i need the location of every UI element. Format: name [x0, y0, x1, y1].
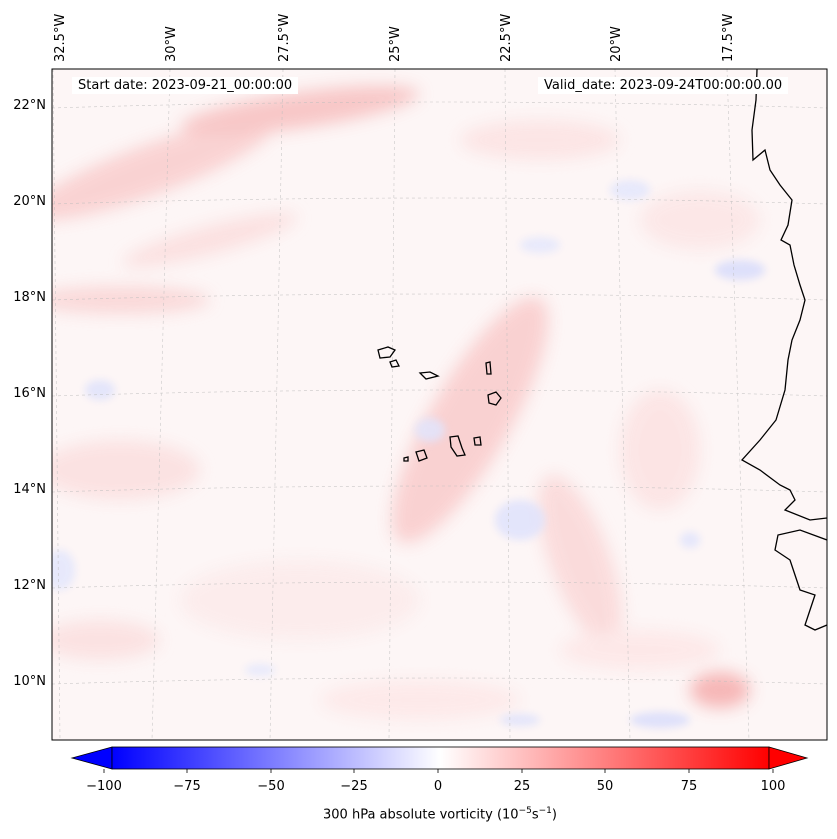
lat-label-20N: 20°N — [13, 194, 46, 209]
cape-verde-maio — [473, 436, 482, 446]
colorbar-tick-label: −75 — [173, 779, 201, 794]
cape-verde-sal — [485, 361, 492, 375]
lat-label-14N: 14°N — [13, 482, 46, 497]
cape-verde-boa-vista — [487, 391, 502, 406]
lat-label-22N: 22°N — [13, 98, 46, 113]
colorbar-title-prefix: 300 hPa absolute vorticity (10 — [323, 807, 519, 823]
colorbar-tick-label: 50 — [596, 779, 614, 794]
vorticity-field — [52, 69, 827, 740]
colorbar-tick-label: 0 — [433, 779, 443, 794]
lon-label-20W: 20°W — [609, 26, 624, 62]
colorbar-title: 300 hPa absolute vorticity (10−5s−1) — [323, 806, 557, 822]
lon-label-22.5W: 22.5°W — [499, 13, 514, 62]
colorbar — [70, 746, 809, 773]
senegal-gambia-coastline — [774, 529, 827, 631]
lat-label-18N: 18°N — [13, 290, 46, 305]
lon-label-25W: 25°W — [388, 26, 403, 62]
coastlines — [377, 69, 827, 631]
lon-label-17.5W: 17.5°W — [721, 13, 736, 62]
map-frame — [51, 68, 828, 741]
lat-label-16N: 16°N — [13, 386, 46, 401]
cape-verde-santo-antao — [377, 346, 396, 359]
cape-verde-sao-vicente — [389, 359, 400, 368]
valid-date-label: Valid_date: 2023-09-24T00:00:00.00 — [538, 77, 789, 94]
colorbar-gradient — [111, 746, 770, 770]
lon-label-30W: 30°W — [164, 26, 179, 62]
africa-coastline — [740, 69, 827, 521]
lon-label-32.5W: 32.5°W — [53, 13, 68, 62]
cape-verde-brava — [403, 456, 409, 462]
colorbar-extend-min — [70, 746, 113, 770]
colorbar-ticks — [103, 769, 774, 773]
colorbar-title-exp2: −1 — [538, 806, 552, 816]
colorbar-tick-label: 100 — [760, 779, 786, 794]
colorbar-extend-max — [768, 746, 809, 770]
colorbar-title-suffix: ) — [551, 807, 557, 823]
lat-label-12N: 12°N — [13, 578, 46, 593]
cape-verde-sao-nicolau — [418, 371, 440, 380]
colorbar-tick-label: 75 — [680, 779, 698, 794]
lon-label-27.5W: 27.5°W — [277, 13, 292, 62]
colorbar-tick-label: −50 — [257, 779, 285, 794]
colorbar-tick-label: −25 — [340, 779, 368, 794]
start-date-label: Start date: 2023-09-21_00:00:00 — [72, 77, 299, 94]
colorbar-title-mid: s — [531, 807, 539, 823]
colorbar-tick-label: −100 — [86, 779, 122, 794]
colorbar-tick-label: 25 — [513, 779, 531, 794]
cape-verde-santiago — [449, 435, 466, 457]
colorbar-title-exp1: −5 — [518, 806, 532, 816]
lat-label-10N: 10°N — [13, 674, 46, 689]
cape-verde-fogo — [415, 449, 428, 462]
gridlines — [52, 69, 827, 740]
